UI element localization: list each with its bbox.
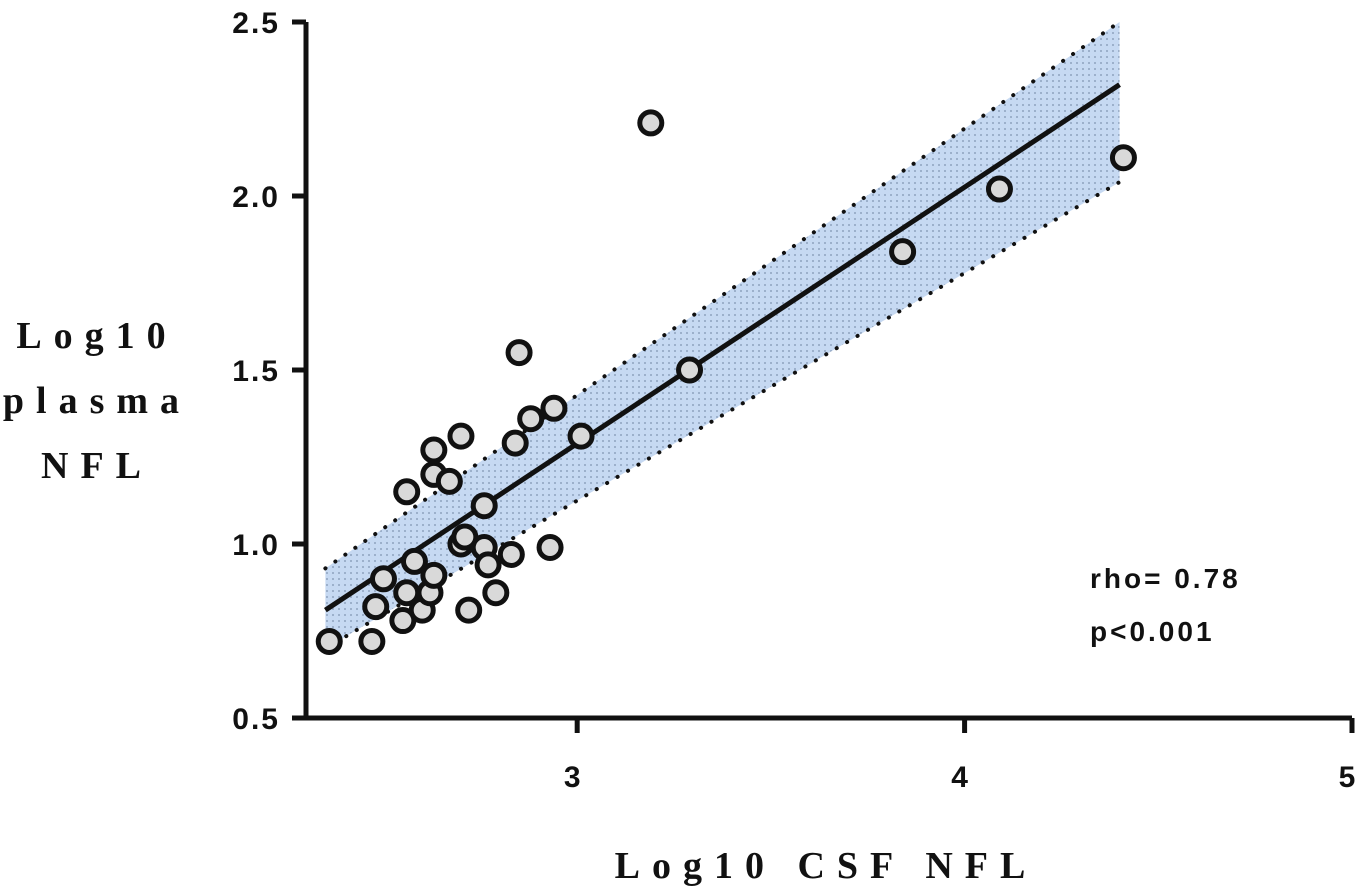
confidence-band-lower (323, 180, 1122, 651)
data-point (505, 339, 533, 367)
data-point (497, 540, 525, 568)
data-point (369, 565, 397, 593)
data-point (315, 627, 343, 655)
data-point (470, 492, 498, 520)
y-tick-label: 1.0 (232, 529, 280, 562)
data-point (420, 436, 448, 464)
data-point (455, 596, 483, 624)
regression-line-group (323, 82, 1121, 613)
regression-line (323, 82, 1121, 613)
y-axis-title-line-2: plasma (3, 380, 191, 422)
data-point (676, 356, 704, 384)
axis-ticks-group: 0.5 1.0 1.5 2.0 2.5 3 4 5 (232, 7, 1358, 794)
data-point (393, 478, 421, 506)
y-tick-label: 1.5 (232, 355, 280, 388)
data-points-group (315, 109, 1137, 655)
data-point (536, 533, 564, 561)
y-axis-title-line-3: NFL (41, 445, 153, 487)
data-point (358, 627, 386, 655)
data-point (447, 422, 475, 450)
confidence-band-group (323, 20, 1122, 651)
data-point (501, 429, 529, 457)
data-point (889, 238, 917, 266)
data-point (567, 422, 595, 450)
data-point (1109, 144, 1137, 172)
confidence-band (325, 22, 1120, 649)
data-point (517, 405, 545, 433)
data-point (482, 579, 510, 607)
y-tick-label: 0.5 (232, 703, 280, 736)
data-point (474, 551, 502, 579)
x-tick-label: 3 (564, 761, 583, 794)
x-tick-label: 4 (951, 761, 970, 794)
data-point (400, 547, 428, 575)
data-point (435, 467, 463, 495)
p-value-annotation: p<0.001 (1090, 616, 1215, 647)
y-tick-label: 2.0 (232, 181, 280, 214)
data-point (540, 394, 568, 422)
data-point (362, 593, 390, 621)
data-point (985, 175, 1013, 203)
x-tick-label: 5 (1339, 761, 1358, 794)
data-point (420, 561, 448, 589)
data-point (637, 109, 665, 137)
rho-annotation: rho= 0.78 (1090, 563, 1241, 594)
y-tick-label: 2.5 (232, 7, 280, 40)
y-axis-title-line-1: Log10 (16, 315, 177, 357)
x-axis-title: Log10 CSF NFL (615, 845, 1038, 887)
